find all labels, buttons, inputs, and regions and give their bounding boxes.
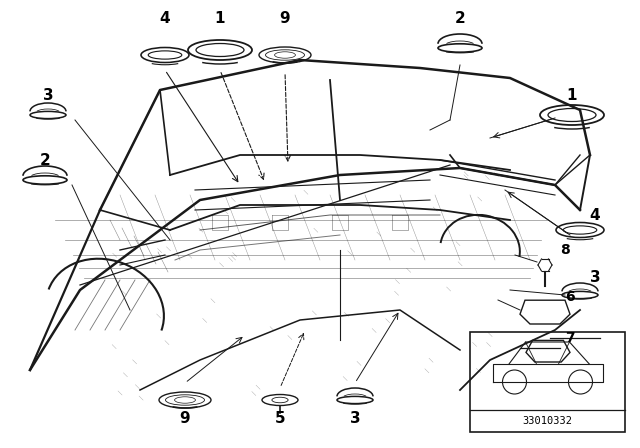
Text: 4: 4 — [589, 207, 600, 223]
Text: 2: 2 — [40, 152, 51, 168]
Text: 3: 3 — [349, 410, 360, 426]
Text: 1: 1 — [215, 10, 225, 26]
Text: 3: 3 — [589, 271, 600, 285]
Text: 8: 8 — [560, 243, 570, 257]
Bar — [470, 332, 625, 432]
Text: 9: 9 — [180, 410, 190, 426]
Text: 4: 4 — [160, 10, 170, 26]
Text: 3: 3 — [43, 87, 53, 103]
Text: 2: 2 — [454, 10, 465, 26]
Text: 7: 7 — [565, 331, 575, 345]
Text: 33010332: 33010332 — [522, 416, 573, 426]
Text: 6: 6 — [565, 290, 575, 304]
Text: 9: 9 — [280, 10, 291, 26]
Text: 1: 1 — [567, 87, 577, 103]
Text: 5: 5 — [275, 410, 285, 426]
